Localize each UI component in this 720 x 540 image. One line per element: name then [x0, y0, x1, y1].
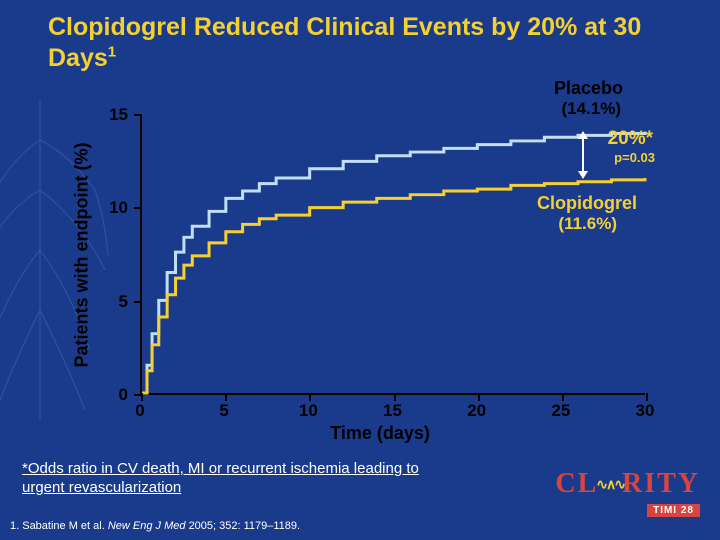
plot-region: Placebo (14.1%) 20%* p=0.03 Clopidogrel … — [140, 115, 645, 395]
y-tick — [134, 114, 142, 116]
placebo-value: (14.1%) — [561, 99, 621, 119]
x-tick — [225, 393, 227, 401]
x-tick-label: 10 — [299, 401, 318, 421]
y-tick-label: 10 — [71, 198, 128, 218]
x-tick-label: 5 — [219, 401, 228, 421]
x-tick-label: 25 — [551, 401, 570, 421]
citation-authors: 1. Sabatine M et al. — [10, 520, 105, 532]
x-tick-label: 20 — [467, 401, 486, 421]
series-placebo — [142, 132, 645, 393]
x-tick — [309, 393, 311, 401]
placebo-label: Placebo — [554, 78, 623, 99]
x-tick — [394, 393, 396, 401]
citation-details: 2005; 352: 1179–1189. — [189, 520, 301, 532]
clopidogrel-value: (11.6%) — [558, 214, 617, 234]
citation-journal: New Eng J Med — [108, 520, 186, 532]
effect-size-label: 20%* — [608, 128, 653, 150]
ecg-wave-icon: ∿∧∿ — [596, 477, 624, 494]
x-tick-label: 30 — [636, 401, 655, 421]
x-tick — [141, 393, 143, 401]
footnote: *Odds ratio in CV death, MI or recurrent… — [22, 460, 462, 498]
slide-title: Clopidogrel Reduced Clinical Events by 2… — [48, 12, 688, 75]
y-tick-label: 5 — [71, 292, 128, 312]
y-tick — [134, 207, 142, 209]
p-value-label: p=0.03 — [614, 150, 655, 165]
x-tick-label: 15 — [383, 401, 402, 421]
background-neuron-art — [0, 100, 110, 420]
y-tick-label: 15 — [71, 105, 128, 125]
x-tick — [478, 393, 480, 401]
clopidogrel-label: Clopidogrel — [537, 193, 637, 214]
x-axis-label: Time (days) — [330, 423, 430, 444]
clarity-logo: CL∿∧∿RITY TIMI 28 — [555, 468, 700, 518]
y-axis-label: Patients with endpoint (%) — [72, 143, 93, 368]
x-tick — [562, 393, 564, 401]
logo-main-text: CL∿∧∿RITY — [555, 468, 700, 500]
x-tick-label: 0 — [135, 401, 144, 421]
y-tick — [134, 301, 142, 303]
chart-lines — [142, 115, 645, 393]
logo-sub-text: TIMI 28 — [647, 504, 700, 517]
effect-arrow-icon — [574, 131, 592, 179]
km-chart: Patients with endpoint (%) Time (days) P… — [100, 105, 660, 435]
y-tick-label: 0 — [71, 385, 128, 405]
citation: 1. Sabatine M et al. New Eng J Med 2005;… — [10, 520, 300, 532]
x-tick — [646, 393, 648, 401]
